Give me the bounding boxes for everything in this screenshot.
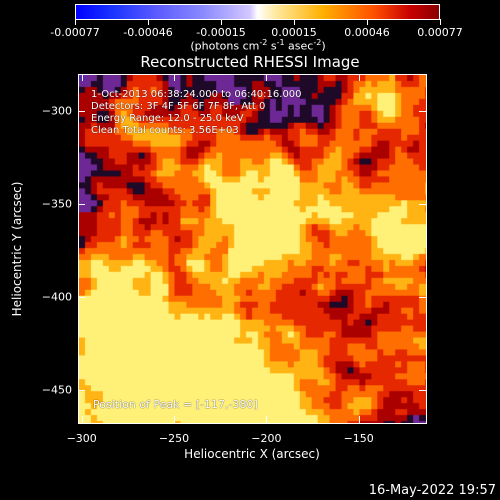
y-tick-label: −400: [41, 290, 72, 304]
y-tick-label: −450: [41, 383, 72, 397]
colorbar-tick: [440, 19, 441, 25]
colorbar-tick: [367, 19, 368, 25]
colorbar-tick-label: 0.00015: [271, 26, 317, 39]
colorbar-tick-label: -0.00015: [196, 26, 246, 39]
colorbar-tick: [221, 19, 222, 25]
colorbar-tick: [148, 19, 149, 25]
y-tick-mark: [419, 111, 426, 113]
y-tick-mark: [419, 390, 426, 392]
x-tick-mark: [174, 74, 176, 81]
x-tick-label: −250: [158, 432, 190, 445]
image-plot: 1-Oct-2013 06:38:24.000 to 06:40:16.000 …: [78, 74, 427, 424]
y-tick-mark: [78, 390, 85, 392]
y-tick-mark: [78, 297, 85, 299]
y-tick-mark: [419, 204, 426, 206]
heatmap-canvas: [79, 75, 426, 423]
x-tick-mark: [266, 74, 268, 81]
x-tick-mark: [358, 74, 360, 81]
colorbar-tick-label: -0.00077: [50, 26, 100, 39]
y-tick-mark: [78, 111, 85, 113]
x-tick-mark: [174, 416, 176, 423]
x-tick-mark: [81, 74, 83, 81]
colorbar: [75, 4, 440, 20]
x-tick-label: −150: [343, 432, 374, 445]
colorbar-tick-label: 0.00077: [417, 26, 463, 39]
colorbar-tick: [294, 19, 295, 25]
colorbar-tick-label: -0.00046: [123, 26, 173, 39]
y-tick-label: −350: [41, 197, 72, 211]
x-axis-title: Heliocentric X (arcsec): [184, 447, 320, 461]
x-tick-mark: [81, 416, 83, 423]
x-tick-mark: [358, 416, 360, 423]
peak-position-label: Position of Peak = [-117,-380]: [93, 398, 258, 411]
x-tick-label: −300: [66, 432, 97, 445]
colorbar-tick: [75, 19, 76, 25]
x-tick-mark: [266, 416, 268, 423]
time-range-label: 1-Oct-2013 06:38:24.000 to 06:40:16.000: [91, 89, 302, 100]
y-tick-label: −300: [41, 104, 72, 118]
y-tick-mark: [419, 297, 426, 299]
y-axis-title: Heliocentric Y (arcsec): [10, 181, 24, 317]
x-tick-label: −200: [251, 432, 282, 445]
timestamp-footer: 16-May-2022 19:57: [368, 483, 496, 498]
energy-range-label: Energy Range: 12.0 - 25.0 keV: [91, 113, 244, 124]
detectors-label: Detectors: 3F 4F 5F 6F 7F 8F, Att 0: [91, 101, 266, 112]
colorbar-tick-label: 0.00046: [344, 26, 390, 39]
y-tick-mark: [78, 204, 85, 206]
colorbar-units: (photons cm-2 s-1 asec-2): [190, 38, 326, 53]
clean-counts-label: Clean Total counts: 3.56E+03: [91, 125, 239, 136]
chart-title: Reconstructed RHESSI Image: [140, 53, 360, 71]
